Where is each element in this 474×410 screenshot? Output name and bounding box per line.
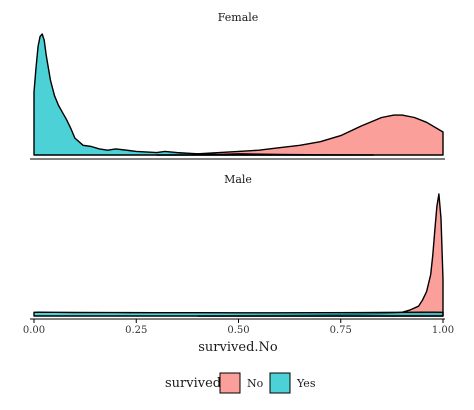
legend-key-yes <box>269 372 291 394</box>
panel-female: Female <box>30 11 445 160</box>
x-tick-label: 0.25 <box>125 325 147 336</box>
x-axis: 0.00 0.25 0.50 0.75 1.00 survived.No <box>23 319 454 355</box>
legend-label-no: No <box>247 377 264 390</box>
strip-label-male: Male <box>224 173 252 186</box>
x-axis-label: survived.No <box>198 340 278 355</box>
legend-key-no <box>219 372 241 394</box>
x-tick-label: 1.00 <box>432 325 454 336</box>
x-ticks: 0.00 0.25 0.50 0.75 1.00 <box>23 319 454 336</box>
x-tick-label: 0.50 <box>227 325 249 336</box>
density-area-female-yes <box>33 33 375 156</box>
strip-label-female: Female <box>218 11 259 24</box>
legend-label-yes: Yes <box>296 377 316 390</box>
panel-male-areas <box>33 193 444 317</box>
x-tick-label: 0.75 <box>330 325 352 336</box>
density-area-female-no <box>156 114 444 156</box>
legend: survived No Yes <box>165 372 316 394</box>
legend-title: survived <box>165 376 221 391</box>
density-area-male-yes <box>33 311 444 317</box>
panel-male: Male <box>30 173 445 320</box>
x-tick-label: 0.00 <box>23 325 45 336</box>
density-area-male-no <box>196 193 444 317</box>
panel-female-areas <box>33 33 444 156</box>
